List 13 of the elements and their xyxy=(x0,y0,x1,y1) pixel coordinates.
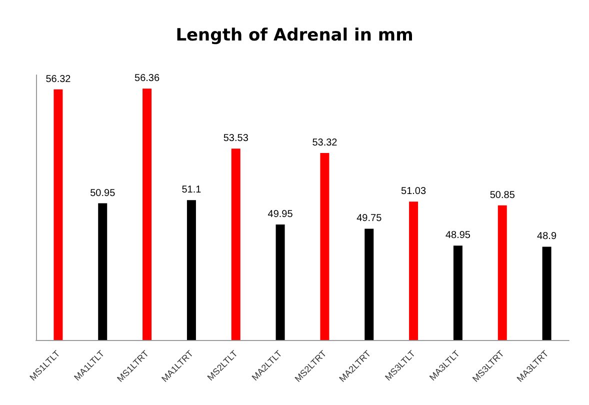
data-label: 56.32 xyxy=(46,74,72,85)
data-label: 50.95 xyxy=(90,188,116,199)
chart-title: Length of Adrenal in mm xyxy=(176,26,414,46)
data-label: 49.95 xyxy=(268,208,294,220)
data-label: 53.32 xyxy=(312,138,338,149)
data-label: 49.75 xyxy=(356,213,382,224)
data-label: 56.36 xyxy=(134,73,160,84)
data-label: 51.1 xyxy=(182,184,202,196)
data-label: 48.9 xyxy=(537,231,557,242)
data-label: 51.03 xyxy=(401,186,426,198)
data-label: 53.53 xyxy=(223,133,249,144)
data-label: 48.95 xyxy=(445,230,471,242)
data-label: 50.85 xyxy=(490,190,516,201)
